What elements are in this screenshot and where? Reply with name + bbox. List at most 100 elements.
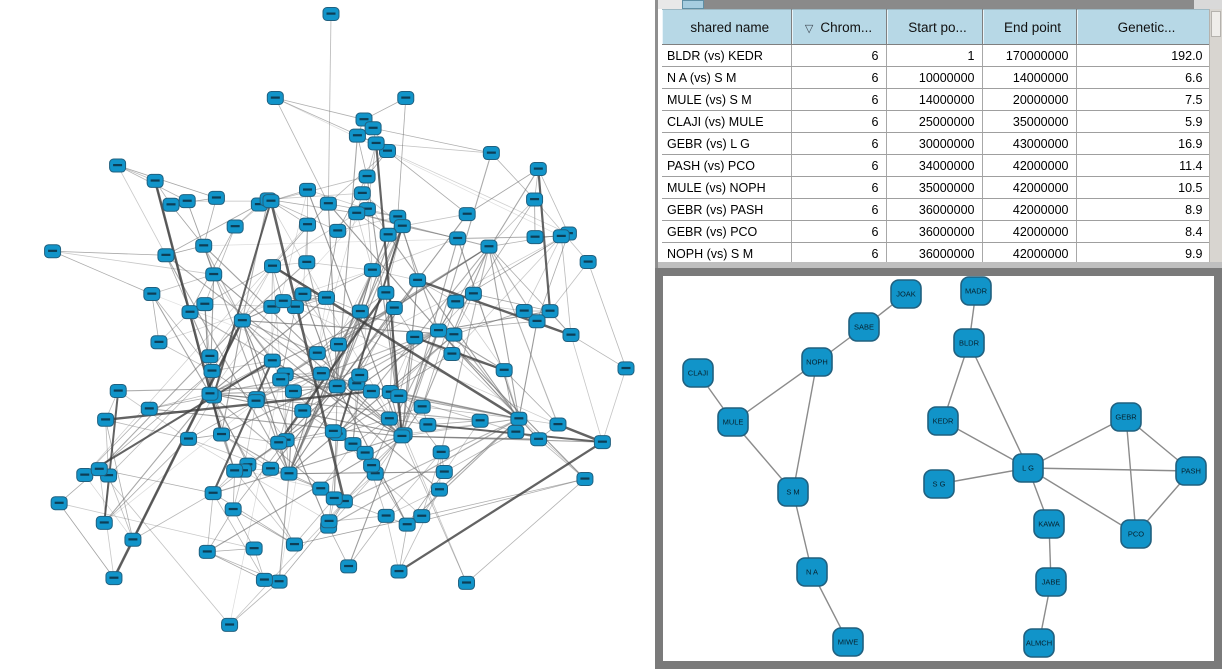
table-cell[interactable]: PASH (vs) PCO — [662, 154, 792, 177]
subnetwork-edge[interactable] — [968, 342, 1029, 469]
network-node[interactable] — [201, 349, 219, 364]
network-node[interactable] — [393, 219, 411, 234]
network-edge[interactable] — [288, 391, 294, 474]
network-edge[interactable] — [272, 212, 357, 267]
network-node[interactable] — [272, 372, 290, 387]
network-node[interactable] — [464, 286, 482, 301]
network-edge[interactable] — [344, 501, 408, 525]
network-edge[interactable] — [270, 176, 368, 202]
table-cell[interactable]: 30000000 — [886, 132, 983, 155]
network-edge[interactable] — [359, 330, 439, 376]
table-cell[interactable]: MULE (vs) S M — [662, 88, 792, 111]
node-shape[interactable] — [848, 312, 880, 342]
node-shape[interactable] — [1033, 509, 1065, 539]
subnetwork-node[interactable]: PASH — [1175, 456, 1207, 486]
network-node[interactable] — [207, 190, 225, 205]
table-row[interactable]: N A (vs) S M 6 10000000 14000000 6.6 — [662, 66, 1211, 89]
table-cell[interactable]: 6 — [791, 66, 887, 89]
network-edge[interactable] — [59, 502, 255, 549]
network-node[interactable] — [264, 259, 282, 274]
network-node[interactable] — [319, 196, 337, 211]
network-node[interactable] — [409, 273, 427, 288]
network-node[interactable] — [340, 559, 358, 574]
main-network-svg[interactable] — [0, 0, 655, 669]
table-cell[interactable]: 6 — [791, 198, 887, 221]
network-edge[interactable] — [327, 203, 439, 331]
table-cell[interactable]: 6 — [791, 44, 887, 67]
network-node[interactable] — [140, 401, 158, 416]
network-edge[interactable] — [189, 311, 403, 437]
network-edge[interactable] — [132, 492, 214, 541]
network-node[interactable] — [617, 361, 635, 376]
network-node[interactable] — [90, 462, 108, 477]
network-node[interactable] — [390, 389, 408, 404]
network-edge[interactable] — [397, 97, 407, 217]
network-edge[interactable] — [398, 337, 416, 397]
network-node[interactable] — [447, 294, 465, 309]
network-edge[interactable] — [204, 226, 236, 305]
network-node[interactable] — [510, 411, 528, 426]
network-edge[interactable] — [401, 436, 467, 584]
subnetwork-node[interactable]: BLDR — [953, 328, 985, 358]
network-edge[interactable] — [333, 386, 338, 499]
network-edge[interactable] — [255, 233, 569, 402]
network-edge[interactable] — [283, 208, 368, 302]
table-row[interactable]: MULE (vs) S M 6 14000000 20000000 7.5 — [662, 88, 1211, 111]
network-node[interactable] — [435, 464, 453, 479]
network-edge[interactable] — [385, 452, 442, 517]
network-edge[interactable] — [455, 301, 505, 371]
subnetwork-node[interactable]: CLAJI — [682, 358, 714, 388]
table-cell[interactable]: 14000000 — [886, 88, 983, 111]
network-node[interactable] — [157, 248, 175, 263]
network-node[interactable] — [458, 575, 476, 590]
network-node[interactable] — [50, 496, 68, 511]
network-node[interactable] — [205, 267, 223, 282]
network-node[interactable] — [406, 330, 424, 345]
table-row[interactable]: MULE (vs) NOPH 6 35000000 42000000 10.5 — [662, 176, 1211, 199]
network-node[interactable] — [480, 239, 498, 254]
network-node[interactable] — [507, 425, 525, 440]
network-edge[interactable] — [203, 245, 243, 321]
table-cell[interactable]: 10000000 — [886, 66, 983, 89]
network-edge[interactable] — [316, 213, 358, 354]
network-edge[interactable] — [602, 368, 627, 443]
subnetwork-node[interactable]: MADR — [960, 276, 992, 306]
network-node[interactable] — [109, 383, 127, 398]
network-edge[interactable] — [277, 292, 387, 444]
network-edge[interactable] — [438, 330, 586, 480]
network-node[interactable] — [180, 431, 198, 446]
network-node[interactable] — [109, 158, 127, 173]
network-node[interactable] — [351, 304, 369, 319]
network-edge[interactable] — [356, 213, 373, 271]
network-edge[interactable] — [52, 250, 214, 275]
network-edge[interactable] — [188, 438, 330, 522]
network-edge[interactable] — [376, 142, 492, 154]
table-cell[interactable]: 6 — [791, 242, 887, 265]
subnetwork-node[interactable]: KAWA — [1033, 509, 1065, 539]
subnetwork-node[interactable]: S M — [777, 477, 809, 507]
network-node[interactable] — [495, 363, 513, 378]
subnetwork-edge[interactable] — [1027, 416, 1127, 469]
node-shape[interactable] — [1110, 402, 1142, 432]
network-node[interactable] — [430, 482, 448, 497]
node-shape[interactable] — [777, 477, 809, 507]
table-cell[interactable]: 10.5 — [1076, 176, 1211, 199]
table-cell[interactable]: 170000000 — [982, 44, 1077, 67]
table-cell[interactable]: 36000000 — [886, 198, 983, 221]
subnetwork-node[interactable]: JABE — [1035, 567, 1067, 597]
network-node[interactable] — [124, 532, 142, 547]
network-edge[interactable] — [361, 143, 377, 194]
table-cell[interactable]: 6 — [791, 220, 887, 243]
network-edge[interactable] — [421, 478, 586, 517]
network-edge[interactable] — [207, 551, 265, 581]
network-edge[interactable] — [103, 390, 120, 523]
network-edge[interactable] — [466, 168, 539, 215]
network-node[interactable] — [377, 285, 395, 300]
network-edge[interactable] — [151, 293, 211, 395]
node-shape[interactable] — [796, 557, 828, 587]
network-edge[interactable] — [328, 433, 339, 522]
network-node[interactable] — [529, 162, 547, 177]
network-node[interactable] — [526, 192, 544, 207]
network-edge[interactable] — [170, 204, 205, 246]
network-node[interactable] — [367, 136, 385, 151]
